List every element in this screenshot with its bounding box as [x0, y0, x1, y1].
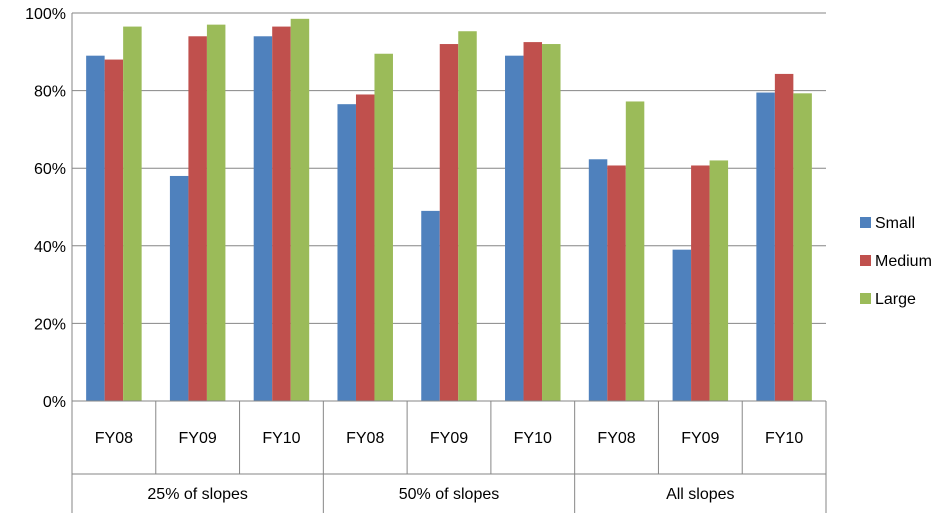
bars: [86, 18, 812, 402]
x-category-label: FY08: [346, 430, 384, 447]
bar-medium: [607, 165, 626, 401]
bar-medium: [355, 94, 375, 401]
bar-large: [458, 31, 477, 402]
legend-swatch-medium: [860, 255, 871, 266]
x-group-label: All slopes: [666, 486, 734, 503]
y-tick-label: 80%: [34, 84, 66, 101]
y-tick-label: 60%: [34, 161, 66, 178]
bar-small: [756, 92, 775, 401]
bar-large: [290, 18, 310, 401]
legend-label-large: Large: [875, 291, 916, 308]
bar-medium: [272, 26, 291, 402]
x-group-label: 25% of slopes: [147, 486, 248, 503]
bar-small: [588, 159, 608, 401]
bar-medium: [439, 44, 459, 401]
x-category-label: FY09: [179, 430, 217, 447]
bar-medium: [104, 59, 124, 402]
x-group-label: 50% of slopes: [399, 486, 500, 503]
bar-small: [337, 104, 356, 402]
bar-large: [793, 93, 812, 401]
bar-large: [625, 101, 645, 402]
legend-label-medium: Medium: [875, 253, 932, 270]
bar-small: [421, 210, 440, 401]
legend-swatch-large: [860, 293, 871, 304]
axis-labels: 0% 20% 40% 60% 80% 100% FY08 FY09 FY10 FY08 FY09 FY…: [25, 6, 803, 503]
y-tick-label: 100%: [25, 6, 66, 23]
bar-large: [206, 24, 226, 401]
bar-small: [169, 175, 189, 401]
y-tick-label: 40%: [34, 239, 66, 256]
bar-medium: [523, 42, 543, 401]
bar-small: [86, 55, 105, 402]
x-category-label: FY09: [430, 430, 468, 447]
x-category-label: FY08: [597, 430, 635, 447]
bar-small: [505, 55, 524, 402]
x-category-label: FY08: [95, 430, 133, 447]
x-category-label: FY10: [514, 430, 552, 447]
x-category-label: FY10: [765, 430, 803, 447]
y-tick-label: 0%: [43, 394, 66, 411]
bar-large: [123, 26, 142, 402]
bar-large: [709, 160, 729, 401]
x-category-label: FY09: [681, 430, 719, 447]
legend-swatch-small: [860, 217, 871, 228]
bar-medium: [774, 73, 794, 401]
x-category-label: FY10: [262, 430, 300, 447]
bar-large: [374, 53, 393, 402]
bar-medium: [188, 36, 207, 401]
bar-small: [253, 36, 273, 401]
bar-large: [542, 44, 561, 401]
legend-label-small: Small: [875, 215, 915, 232]
legend: Small Medium Large: [860, 215, 932, 308]
bar-medium: [691, 165, 710, 401]
bar-small: [672, 249, 692, 401]
axes: [71, 13, 827, 513]
y-tick-label: 20%: [34, 316, 66, 333]
